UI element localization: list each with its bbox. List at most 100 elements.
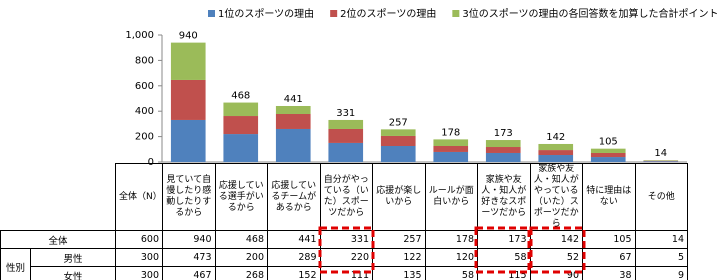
cell: 5 xyxy=(634,248,688,267)
legend-label: 3位のスポーツの理由の各回答数を加算した合計ポイント xyxy=(462,7,718,20)
bar-segment xyxy=(433,145,469,152)
y-tick-label: 200 xyxy=(135,132,154,143)
y-tick-label: 0 xyxy=(148,157,154,165)
bar-segment xyxy=(170,79,206,120)
bar-segment xyxy=(590,148,626,153)
cell: 268 xyxy=(214,266,268,280)
bar-segment xyxy=(275,113,311,129)
cell: 38 xyxy=(582,266,636,280)
bar-segment xyxy=(485,147,521,153)
cell: 331 xyxy=(319,230,373,249)
y-tick-label: 600 xyxy=(135,81,154,92)
header-cell: 応援が楽しいから xyxy=(372,163,426,231)
cell: 473 xyxy=(162,248,216,267)
cell: 14 xyxy=(634,230,688,249)
bar-segment xyxy=(170,119,206,162)
cell: 9 xyxy=(634,266,688,280)
cell: 600 xyxy=(115,230,163,249)
total-label: 331 xyxy=(336,108,355,119)
cell: 115 xyxy=(477,266,531,280)
header-cell: 応援しているチームがあるから xyxy=(267,163,321,231)
bar-segment xyxy=(223,116,259,135)
y-tick-label: 400 xyxy=(135,106,154,117)
bar-segment xyxy=(538,143,574,151)
cell: 468 xyxy=(214,230,268,249)
total-label: 14 xyxy=(654,148,667,159)
bar-segment xyxy=(590,152,626,158)
row-label: 全体 xyxy=(0,230,116,249)
total-label: 468 xyxy=(231,91,250,102)
cell: 122 xyxy=(372,248,426,267)
row-label: 男性 xyxy=(30,248,116,267)
cell: 467 xyxy=(162,266,216,280)
bar-segment xyxy=(380,145,416,162)
bar-segment xyxy=(328,128,364,143)
total-label: 105 xyxy=(599,137,618,148)
cell: 152 xyxy=(267,266,321,280)
header-cell: 見ていて自慢したり感動したりするから xyxy=(162,163,216,231)
total-label: 178 xyxy=(441,127,460,138)
bar-segment xyxy=(328,119,364,129)
bar-segment xyxy=(433,151,469,162)
total-label: 257 xyxy=(389,117,408,128)
legend-swatch xyxy=(208,10,215,17)
cell: 178 xyxy=(424,230,478,249)
header-cell: ルールが面白いから xyxy=(424,163,478,231)
total-label: 173 xyxy=(494,128,513,139)
cell: 120 xyxy=(424,248,478,267)
chart: 1位のスポーツの理由 2位のスポーツの理由 3位のスポーツの理由の各回答数を加算した… xyxy=(125,7,718,168)
bar-segment xyxy=(485,152,521,162)
bar-segment xyxy=(223,102,259,117)
header-cell: 自分がやっている（いた）スポーツだから xyxy=(319,163,373,231)
bar-segment xyxy=(275,105,311,114)
cell: 111 xyxy=(319,266,373,280)
row-label: 女性 xyxy=(30,266,116,280)
bar-segment xyxy=(170,42,206,80)
cell: 90 xyxy=(529,266,583,280)
cell: 441 xyxy=(267,230,321,249)
cell: 135 xyxy=(372,266,426,280)
bar-segment xyxy=(643,160,679,162)
header-cell: 全体（N） xyxy=(115,163,163,231)
bar-segment xyxy=(643,161,679,162)
cell: 142 xyxy=(529,230,583,249)
bar-segment xyxy=(223,134,259,162)
header-blank xyxy=(1,164,116,231)
header-row: 全体（N） 見ていて自慢したり感動したりするから 応援している選手がいるから 応援して… xyxy=(1,163,688,231)
cell: 105 xyxy=(582,230,636,249)
table-row: 女性 300 467 268 152 111 135 58 115 90 38 9 xyxy=(1,266,688,280)
bar-segment xyxy=(538,150,574,156)
bar-segment xyxy=(538,155,574,162)
header-cell: 家族や友人・知人が好きなスポーツだから xyxy=(477,163,531,231)
cell: 220 xyxy=(319,248,373,267)
legend-label: 1位のスポーツの理由 xyxy=(218,7,314,20)
header-cell: 特に理由はない xyxy=(582,163,636,231)
cell: 289 xyxy=(267,248,321,267)
cell: 67 xyxy=(582,248,636,267)
bar-segment xyxy=(328,142,364,162)
cell: 200 xyxy=(214,248,268,267)
bar-segment xyxy=(485,140,521,148)
legend-swatch xyxy=(452,10,460,17)
cell: 940 xyxy=(162,230,216,249)
cell: 173 xyxy=(477,230,531,249)
data-table: 全体（N） 見ていて自慢したり感動したりするから 応援している選手がいるから 応援して… xyxy=(0,163,688,280)
cell: 58 xyxy=(424,266,478,280)
legend-label: 2位のスポーツの理由 xyxy=(340,7,436,20)
bar-segment xyxy=(380,129,416,136)
cell: 300 xyxy=(115,248,163,267)
bar-segment xyxy=(380,135,416,146)
bar-segment xyxy=(433,139,469,146)
cell: 257 xyxy=(372,230,426,249)
cell: 300 xyxy=(115,266,163,280)
bar-segment xyxy=(275,128,311,162)
header-cell: その他 xyxy=(634,163,688,231)
header-cell: 家族や友人・知人がやっている（いた）スポーツだから xyxy=(529,163,583,231)
table-row: 性別 男性 300 473 200 289 220 122 120 58 52 67 5 xyxy=(0,248,688,280)
group-label: 性別 xyxy=(0,248,31,280)
bar-segment xyxy=(643,160,679,161)
total-label: 142 xyxy=(546,132,565,143)
total-label: 940 xyxy=(179,31,198,42)
cell: 58 xyxy=(477,248,531,267)
